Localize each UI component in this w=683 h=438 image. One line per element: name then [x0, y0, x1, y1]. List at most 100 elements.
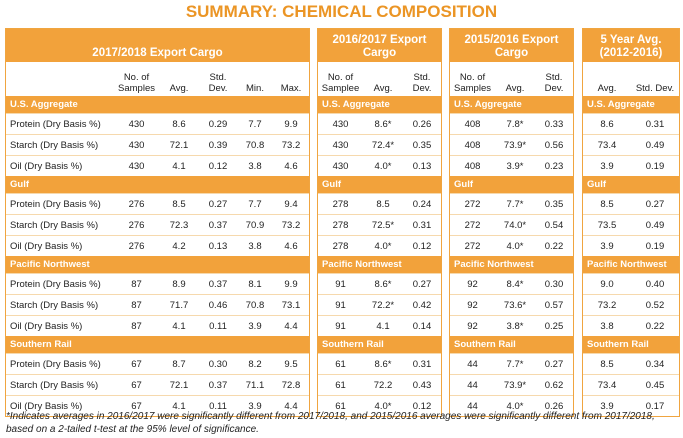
- section-name: Pacific Northwest: [318, 256, 441, 274]
- cell: 278: [318, 214, 363, 236]
- row-label: Oil (Dry Basis %): [6, 395, 114, 416]
- cell: 72.2: [363, 374, 403, 396]
- cell: 9.9: [273, 113, 309, 135]
- data-row: Protein (Dry Basis %) 67 8.7 0.30 8.2 9.5: [6, 353, 309, 375]
- row-label: Starch (Dry Basis %): [6, 294, 114, 316]
- cell: 8.5: [583, 353, 631, 375]
- cell: 91: [318, 273, 363, 295]
- cell: 0.23: [535, 155, 573, 176]
- section-name: Gulf: [583, 176, 679, 194]
- cell: 87: [114, 315, 159, 336]
- cell: 73.1: [273, 294, 309, 316]
- section-row: Gulf: [6, 176, 309, 194]
- cell: 4.6: [273, 235, 309, 256]
- cell: 278: [318, 193, 363, 215]
- cell: 72.5*: [363, 214, 403, 236]
- section-row: Gulf: [583, 176, 679, 194]
- section-name: U.S. Aggregate: [6, 96, 309, 114]
- cell: 72.1: [159, 374, 199, 396]
- cell: 0.35: [403, 134, 441, 156]
- cell: 0.39: [199, 134, 237, 156]
- data-row: Protein (Dry Basis %) 276 8.5 0.27 7.7 9.4: [6, 193, 309, 215]
- cell: 0.13: [199, 235, 237, 256]
- cell: 8.4*: [495, 273, 535, 295]
- data-row: 91 72.2* 0.42: [318, 294, 441, 316]
- section-name: Pacific Northwest: [450, 256, 573, 274]
- row-label: Oil (Dry Basis %): [6, 235, 114, 256]
- column-header-row: No. of Samples Avg. Std. Dev.: [450, 62, 573, 96]
- cell: 0.12: [403, 395, 441, 416]
- cell: 3.9: [583, 235, 631, 256]
- data-row: Starch (Dry Basis %) 276 72.3 0.37 70.9 73.2: [6, 214, 309, 236]
- data-row: 3.9 0.17: [583, 395, 679, 416]
- cell: 0.26: [403, 113, 441, 135]
- cell: 70.8: [237, 134, 273, 156]
- cell: 4.0*: [363, 235, 403, 256]
- cell: 0.45: [631, 374, 679, 396]
- panel: 2017/2018 Export Cargo No. of Samples Avg.…: [5, 28, 310, 417]
- header-row: 2017/2018 Export Cargo: [6, 29, 309, 62]
- data-row: 44 4.0* 0.26: [450, 395, 573, 416]
- cell: 0.12: [403, 235, 441, 256]
- panel-header: 5 Year Avg. (2012-2016): [583, 29, 679, 62]
- section-row: Southern Rail: [583, 336, 679, 354]
- data-row: Starch (Dry Basis %) 67 72.1 0.37 71.1 72.8: [6, 374, 309, 396]
- data-row: 61 72.2 0.43: [318, 374, 441, 396]
- cell: 0.46: [199, 294, 237, 316]
- cell: 0.31: [403, 214, 441, 236]
- cell: 91: [318, 315, 363, 336]
- cell: 7.7: [237, 113, 273, 135]
- section-name: Pacific Northwest: [583, 256, 679, 274]
- cell: 0.43: [403, 374, 441, 396]
- cell: 0.52: [631, 294, 679, 316]
- data-row: 3.9 0.19: [583, 235, 679, 256]
- cell: 87: [114, 273, 159, 295]
- cell: 0.27: [535, 353, 573, 375]
- cell: 4.4: [273, 315, 309, 336]
- data-row: 9.0 0.40: [583, 273, 679, 295]
- column-header-row: No. of Samples Avg. Std. Dev. Min. Max.: [6, 62, 309, 96]
- data-row: 3.8 0.22: [583, 315, 679, 336]
- cell: 0.11: [199, 315, 237, 336]
- cell: 408: [450, 113, 495, 135]
- cell: 9.5: [273, 353, 309, 375]
- section-name: Southern Rail: [6, 336, 309, 354]
- data-row: 73.4 0.45: [583, 374, 679, 396]
- cell: 0.26: [535, 395, 573, 416]
- cell: 0.30: [199, 353, 237, 375]
- cell: 8.9: [159, 273, 199, 295]
- cell: 430: [114, 155, 159, 176]
- data-row: Starch (Dry Basis %) 430 72.1 0.39 70.8 73.2: [6, 134, 309, 156]
- cell: 0.29: [199, 113, 237, 135]
- cell: 9.9: [273, 273, 309, 295]
- cell: 0.24: [403, 193, 441, 215]
- cell: 3.8*: [495, 315, 535, 336]
- section-row: U.S. Aggregate: [318, 96, 441, 114]
- cell: 0.40: [631, 273, 679, 295]
- cell: 0.27: [199, 193, 237, 215]
- data-row: 408 3.9* 0.23: [450, 155, 573, 176]
- column-header-row: No. of Samplee Avg. Std. Dev.: [318, 62, 441, 96]
- data-table: 2017/2018 Export Cargo No. of Samples Avg.…: [6, 29, 309, 416]
- cell: 0.34: [631, 353, 679, 375]
- cell: 4.1: [159, 315, 199, 336]
- cell: 44: [450, 353, 495, 375]
- column-header: Avg.: [169, 83, 189, 94]
- data-row: 61 8.6* 0.31: [318, 353, 441, 375]
- cell: 92: [450, 273, 495, 295]
- title: SUMMARY: CHEMICAL COMPOSITION: [185, 2, 498, 21]
- data-row: 92 8.4* 0.30: [450, 273, 573, 295]
- cell: 61: [318, 395, 363, 416]
- cell: 8.1: [237, 273, 273, 295]
- panel: 2015/2016 Export Cargo No. of Samples Avg.…: [449, 28, 574, 417]
- cell: 9.4: [273, 193, 309, 215]
- cell: 92: [450, 315, 495, 336]
- cell: 73.2: [583, 294, 631, 316]
- cell: 0.25: [535, 315, 573, 336]
- cell: 0.13: [403, 155, 441, 176]
- cell: 3.8: [237, 235, 273, 256]
- section-name: U.S. Aggregate: [318, 96, 441, 114]
- cell: 73.4: [583, 134, 631, 156]
- data-row: 272 74.0* 0.54: [450, 214, 573, 236]
